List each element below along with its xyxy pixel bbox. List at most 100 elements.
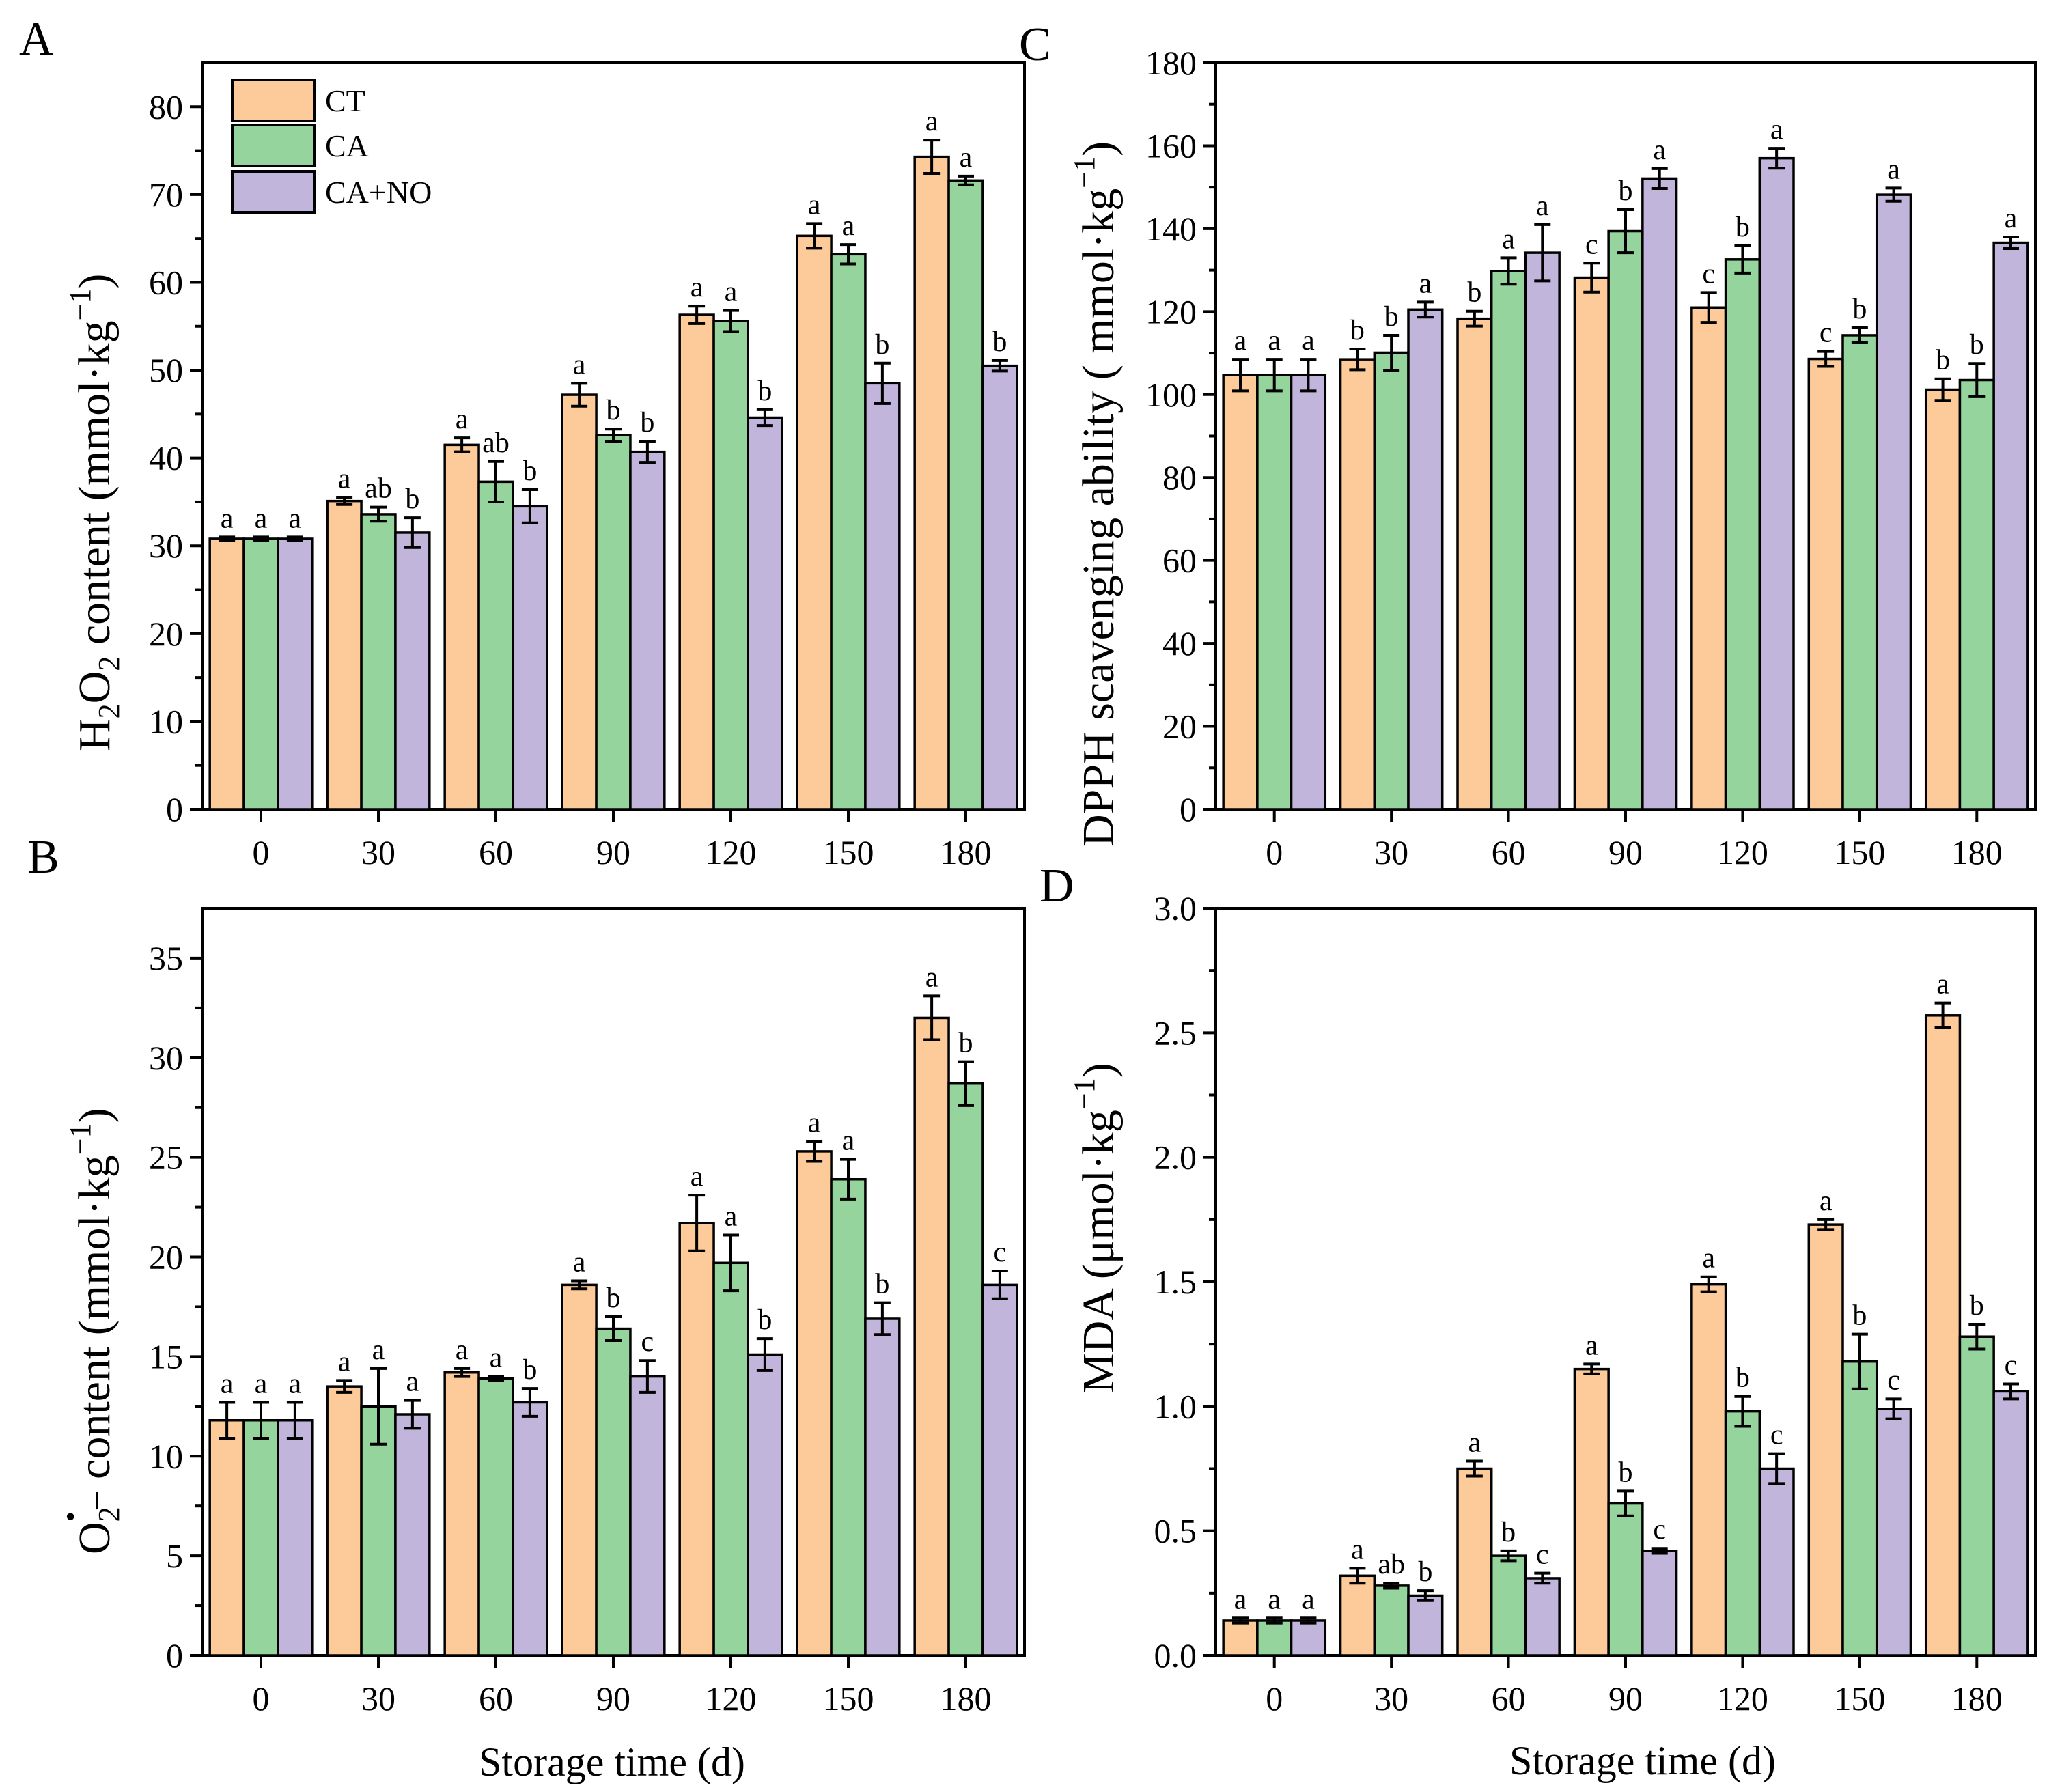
panel-d-xtick-label: 120 (1717, 1679, 1768, 1718)
bar-b-ct-30 (326, 1385, 363, 1657)
significance-letter: a (221, 503, 234, 534)
bar-a-ca-no-30 (394, 531, 431, 811)
panel-d-ytick-label: 2.0 (1154, 1138, 1197, 1177)
significance-letter: c (1653, 1514, 1666, 1545)
bar-a-ct-30 (326, 499, 363, 811)
bar-d-ca-60 (1490, 1554, 1527, 1657)
bar-d-ca-120 (1724, 1410, 1761, 1657)
panel-a-xtick-label: 150 (823, 833, 874, 871)
bar-d-ct-30 (1339, 1574, 1376, 1657)
significance-letter: a (1536, 191, 1549, 222)
panel-b-ytick-label: 30 (149, 1039, 183, 1077)
significance-letter: a (1887, 154, 1900, 185)
bar-b-ca-0 (242, 1419, 279, 1657)
bar-d-ca-no-120 (1758, 1467, 1795, 1657)
panel-c-ylabel: DPPH scavenging ability ( mmol·kg−1) (1068, 141, 1124, 847)
legend-label-ca: CA (325, 128, 369, 163)
significance-letter: ab (365, 473, 392, 505)
bar-d-ca-90 (1607, 1502, 1644, 1657)
bar-c-ca-180 (1958, 378, 1995, 811)
panel-a-ytick-label: 10 (149, 702, 183, 740)
bar-d-ca-0 (1256, 1619, 1293, 1657)
bar-b-ca-180 (947, 1082, 984, 1657)
panel-letter-a: A (19, 13, 54, 66)
bar-b-ca-no-120 (747, 1353, 783, 1657)
bar-b-ca-90 (595, 1327, 632, 1657)
panel-c-ytick-label: 60 (1162, 542, 1197, 580)
bar-d-ca-no-30 (1407, 1594, 1444, 1657)
panel-d-ytick-label: 0.0 (1154, 1636, 1197, 1675)
panel-c-xtick-label: 180 (1951, 833, 2003, 871)
significance-letter: a (573, 349, 586, 380)
panel-c-ytick-label: 160 (1145, 126, 1197, 165)
bar-c-ca-no-60 (1524, 251, 1561, 811)
bar-c-ct-0 (1222, 374, 1259, 811)
significance-letter: b (1418, 1556, 1432, 1588)
legend: CT CA CA+NO (231, 79, 432, 214)
significance-letter: a (372, 1334, 385, 1366)
panel-d-xlabel: Storage time (d) (1509, 1738, 1776, 1783)
panel-c-plot: 0 20 40 60 80 100 120 140 160 180 0 30 60 90 120 150 180… (1145, 44, 2037, 871)
significance-letter: b (1619, 176, 1633, 207)
significance-letter: c (1770, 1420, 1783, 1451)
bar-b-ct-60 (443, 1371, 480, 1657)
significance-letter: b (1736, 1362, 1750, 1394)
bar-c-ca-90 (1607, 229, 1644, 811)
bar-a-ca-30 (360, 513, 397, 811)
significance-letter: b (875, 329, 889, 361)
significance-letter: a (925, 962, 938, 993)
significance-letter: a (221, 1368, 234, 1399)
bar-b-ca-no-90 (629, 1375, 666, 1657)
panel-a-ytick-label: 80 (149, 87, 183, 126)
significance-letter: a (289, 1368, 302, 1399)
bar-d-ct-150 (1807, 1223, 1844, 1657)
significance-letter: c (1820, 318, 1833, 349)
significance-letter: a (573, 1247, 586, 1278)
significance-letter: a (490, 1343, 503, 1374)
significance-letter: b (1619, 1457, 1633, 1488)
panel-b-ytick-label: 10 (149, 1437, 183, 1475)
significance-letter: b (523, 1354, 537, 1386)
significance-letter: a (691, 272, 703, 303)
panel-a-xtick-label: 120 (706, 833, 757, 871)
bar-b-ca-150 (830, 1178, 867, 1657)
panel-c-ytick-label: 80 (1162, 458, 1197, 496)
significance-letter: c (2005, 1350, 2018, 1382)
panel-letter-b: B (27, 831, 59, 884)
significance-letter: a (1302, 325, 1315, 356)
bar-d-ct-60 (1456, 1467, 1493, 1657)
significance-letter: a (406, 1367, 419, 1398)
significance-letter: a (1653, 135, 1666, 166)
bar-b-ca-30 (360, 1405, 397, 1657)
panel-c-ytick-label: 180 (1145, 44, 1197, 82)
panel-b-ylabel: O2•− content (mmol·kg−1) (54, 1108, 126, 1554)
bar-a-ct-120 (678, 313, 715, 811)
significance-letter: b (640, 407, 654, 438)
panel-b-ytick-label: 25 (149, 1138, 183, 1177)
significance-letter: a (1302, 1584, 1315, 1615)
panel-c-xtick-label: 60 (1492, 833, 1526, 871)
bar-a-ct-180 (913, 155, 950, 811)
significance-letter: a (725, 1201, 738, 1232)
significance-letter: c (1702, 258, 1715, 290)
significance-letter: a (842, 210, 855, 242)
bar-a-ca-150 (830, 253, 867, 811)
panel-c-ytick-label: 140 (1145, 210, 1197, 248)
panel-c-ytick-label: 20 (1162, 708, 1197, 746)
panel-b-ytick-label: 0 (166, 1636, 183, 1675)
panel-a-ytick-label: 20 (149, 615, 183, 653)
panel-d-xtick-label: 60 (1492, 1679, 1526, 1718)
significance-letter: b (1467, 277, 1481, 309)
significance-letter: b (1384, 301, 1399, 333)
panel-b-xtick-label: 30 (361, 1679, 395, 1718)
panel-a-ytick-label: 60 (149, 263, 183, 301)
panel-c-ytick-label: 120 (1145, 292, 1197, 331)
bar-a-ca-no-60 (512, 505, 548, 811)
significance-letter: a (925, 106, 938, 137)
panel-c-xtick-label: 0 (1266, 833, 1283, 871)
panel-b-xtick-label: 0 (253, 1679, 270, 1718)
bar-c-ct-150 (1807, 357, 1844, 811)
